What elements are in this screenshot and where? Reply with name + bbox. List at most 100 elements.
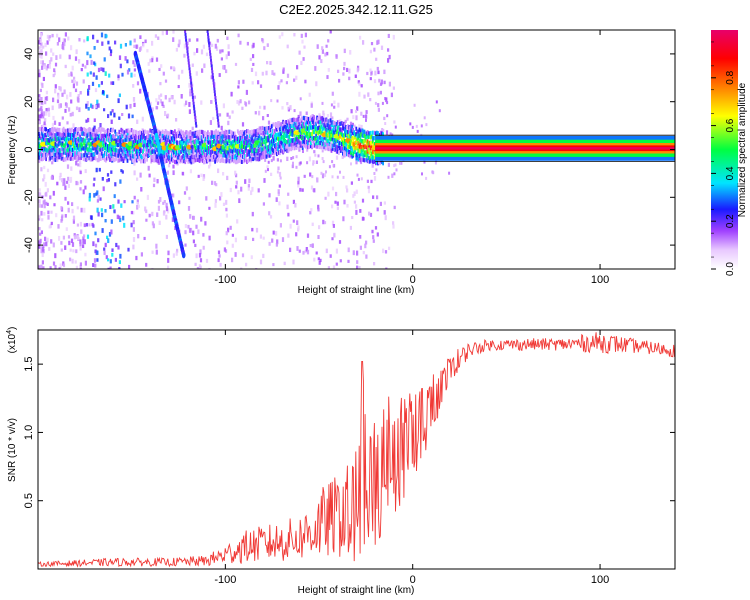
noise-speckle — [42, 76, 45, 82]
noise-speckle — [38, 108, 41, 112]
noise-speckle — [245, 262, 248, 267]
noise-speckle — [311, 243, 314, 248]
noise-speckle — [250, 190, 253, 196]
ridge-cell — [285, 120, 288, 125]
ridge-cell — [108, 129, 110, 135]
ridge-cell — [277, 136, 279, 141]
ridge-cell — [113, 147, 115, 152]
noise-speckle — [73, 234, 76, 240]
ridge-cell — [136, 140, 139, 145]
ridge-cell — [287, 125, 290, 130]
noise-speckle — [306, 233, 310, 238]
noise-speckle — [155, 57, 159, 62]
ridge-cell — [246, 150, 248, 155]
noise-speckle — [231, 257, 234, 263]
ridge-cell — [207, 134, 209, 139]
ridge-cell — [99, 129, 102, 134]
noise-speckle — [361, 216, 364, 221]
noise-speckle — [76, 181, 80, 186]
ridge-cell — [149, 145, 152, 150]
noise-speckle — [158, 220, 161, 225]
noise-speckle — [236, 100, 239, 104]
ridge-cell — [201, 154, 204, 159]
ridge-cell — [258, 153, 261, 158]
noise-speckle — [121, 72, 124, 77]
ridge-cell — [373, 130, 376, 135]
ridge-cell — [311, 117, 313, 122]
y-tick-label: 40 — [23, 48, 35, 60]
ridge-cell — [74, 151, 76, 156]
ridge-cell — [216, 133, 219, 138]
ridge-cell — [313, 135, 315, 141]
ridge-cell — [263, 155, 266, 160]
ridge-cell — [254, 129, 257, 135]
ridge-cell — [107, 144, 109, 149]
ridge-cell — [351, 145, 354, 151]
noise-speckle — [296, 220, 299, 226]
ridge-cell — [297, 117, 300, 122]
noise-speckle — [185, 100, 188, 106]
ridge-cell — [167, 157, 170, 162]
ridge-cell — [38, 145, 40, 150]
noise-speckle — [335, 54, 338, 59]
ridge-cell — [324, 117, 327, 122]
noise-speckle — [79, 170, 82, 175]
ridge-cell — [267, 138, 270, 143]
noise-speckle — [92, 72, 95, 77]
noise-speckle — [84, 185, 87, 190]
ridge-cell — [88, 138, 91, 143]
noise-speckle — [337, 69, 340, 74]
ridge-cell — [187, 141, 190, 146]
secondary-streak-cell — [208, 47, 211, 51]
ridge-cell — [225, 139, 228, 145]
noise-speckle — [208, 165, 211, 169]
ridge-cell — [313, 143, 315, 148]
secondary-streak-cell — [185, 44, 188, 48]
noise-speckle — [43, 121, 46, 125]
noise-speckle — [156, 212, 159, 217]
noise-speckle — [136, 177, 139, 181]
ridge-cell — [267, 135, 270, 140]
noise-speckle — [177, 43, 180, 48]
ridge-cell — [165, 158, 168, 163]
noise-speckle — [358, 91, 361, 97]
secondary-streak-cell — [217, 118, 220, 122]
ridge-cell — [120, 157, 123, 162]
secondary-streak-cell — [215, 104, 218, 108]
noise-speckle — [50, 57, 53, 62]
ridge-cell — [48, 131, 51, 136]
noise-speckle — [299, 161, 302, 165]
ridge-cell — [138, 139, 140, 144]
noise-speckle — [127, 113, 131, 119]
ridge-cell — [315, 127, 317, 132]
ridge-cell — [49, 131, 52, 136]
ridge-cell — [325, 117, 328, 122]
ridge-cell — [361, 128, 364, 133]
noise-speckle — [379, 82, 383, 86]
noise-speckle — [267, 160, 270, 164]
ridge-cell — [233, 155, 236, 160]
ridge-cell — [110, 137, 112, 142]
ridge-cell — [281, 126, 283, 131]
ridge-cell — [269, 140, 272, 145]
ridge-cell — [69, 136, 72, 141]
ridge-cell — [198, 129, 201, 134]
noise-speckle — [74, 88, 78, 93]
ridge-cell — [110, 148, 112, 153]
ridge-cell — [357, 157, 360, 162]
ridge-cell — [40, 156, 42, 161]
noise-speckle — [112, 204, 115, 209]
noise-speckle — [79, 221, 82, 227]
ridge-cell — [190, 154, 193, 159]
noise-speckle — [84, 260, 87, 266]
ridge-cell — [90, 152, 93, 157]
ridge-cell — [48, 140, 51, 145]
ridge-cell — [59, 132, 62, 137]
ridge-cell — [277, 147, 279, 152]
noise-speckle — [278, 35, 281, 39]
noise-speckle — [237, 80, 240, 85]
noise-speckle — [333, 100, 336, 104]
noise-speckle — [409, 122, 412, 126]
ridge-cell — [276, 135, 278, 140]
noise-speckle — [51, 105, 54, 111]
